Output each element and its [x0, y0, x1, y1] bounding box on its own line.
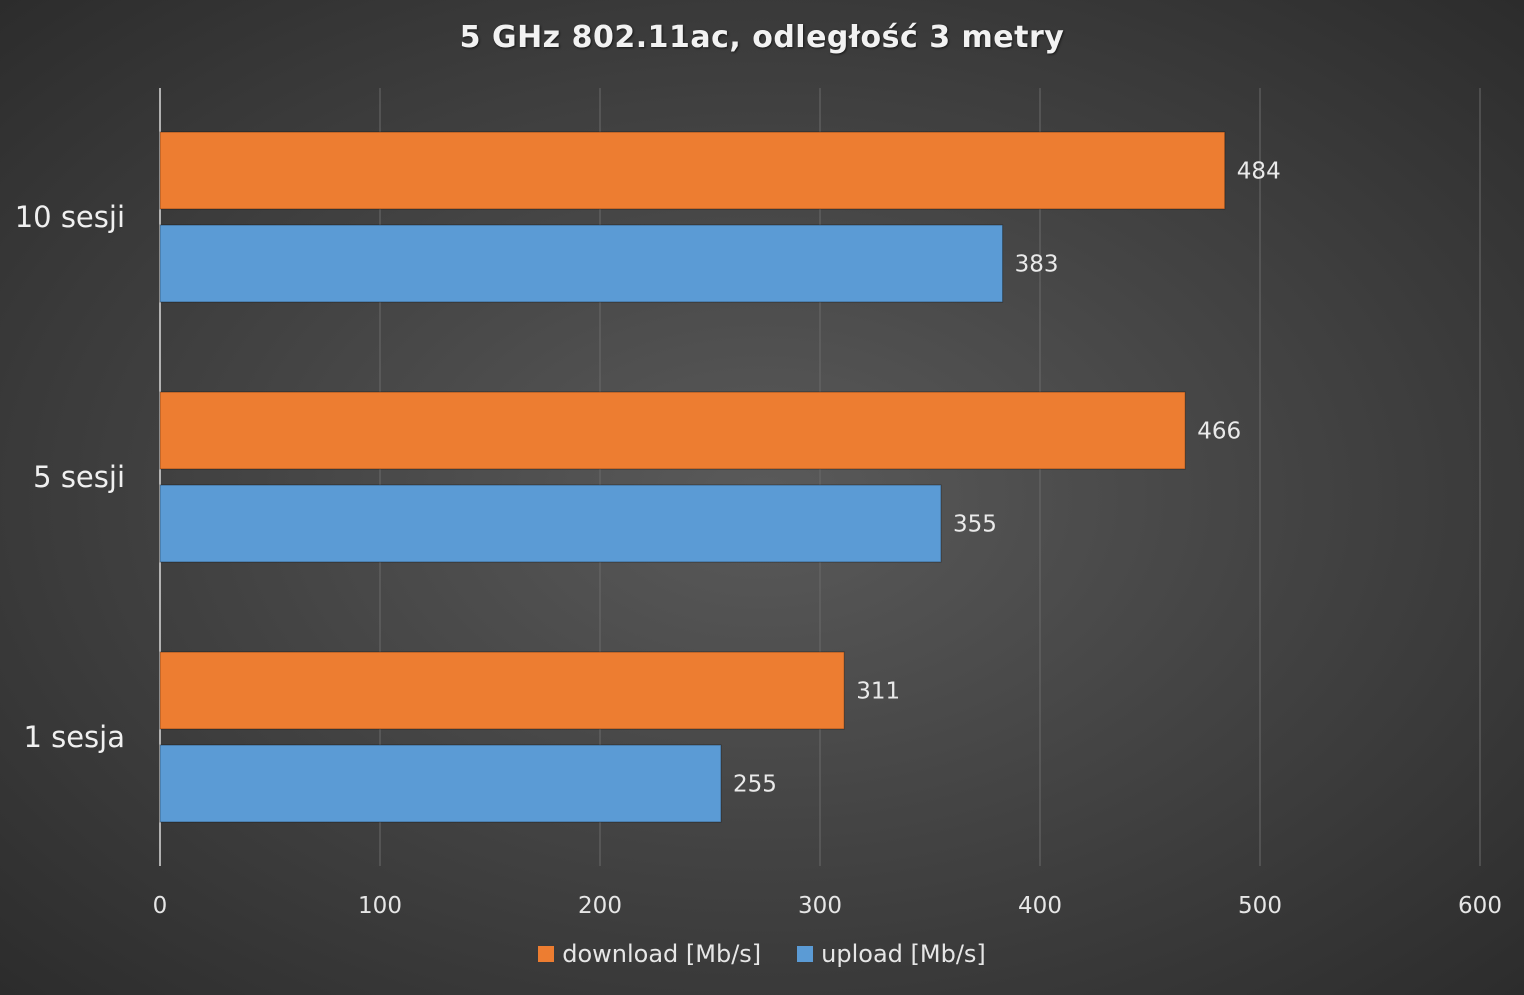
category-label: 10 sesji	[15, 200, 125, 234]
x-tick-label: 400	[1018, 893, 1062, 919]
legend-item-download: download [Mb/s]	[538, 940, 761, 968]
category-label: 1 sesja	[23, 720, 125, 754]
legend-label-download: download [Mb/s]	[562, 940, 762, 968]
x-tick-label: 200	[578, 893, 622, 919]
bar	[159, 224, 1004, 303]
legend: download [Mb/s] upload [Mb/s]	[0, 940, 1524, 968]
x-tick-label: 600	[1458, 893, 1502, 919]
legend-swatch-download	[538, 946, 555, 962]
data-label: 383	[1015, 252, 1059, 278]
x-tick-label: 100	[358, 893, 402, 919]
category-label: 5 sesji	[33, 460, 125, 494]
legend-item-upload: upload [Mb/s]	[797, 940, 986, 968]
x-tick-label: 500	[1238, 893, 1282, 919]
data-label: 311	[856, 679, 900, 705]
bar	[159, 131, 1226, 210]
bar	[159, 391, 1186, 470]
data-label: 355	[953, 512, 997, 538]
bar	[159, 744, 722, 823]
x-tick-label: 0	[153, 893, 168, 919]
data-label: 466	[1197, 419, 1241, 445]
chart-title: 5 GHz 802.11ac, odległość 3 metry	[459, 20, 1065, 55]
data-label: 255	[733, 772, 777, 798]
x-tick-label: 300	[798, 893, 842, 919]
bar	[159, 651, 845, 730]
data-label: 484	[1237, 159, 1281, 185]
legend-swatch-upload	[797, 946, 814, 962]
bar	[159, 484, 942, 563]
legend-label-upload: upload [Mb/s]	[821, 940, 986, 968]
